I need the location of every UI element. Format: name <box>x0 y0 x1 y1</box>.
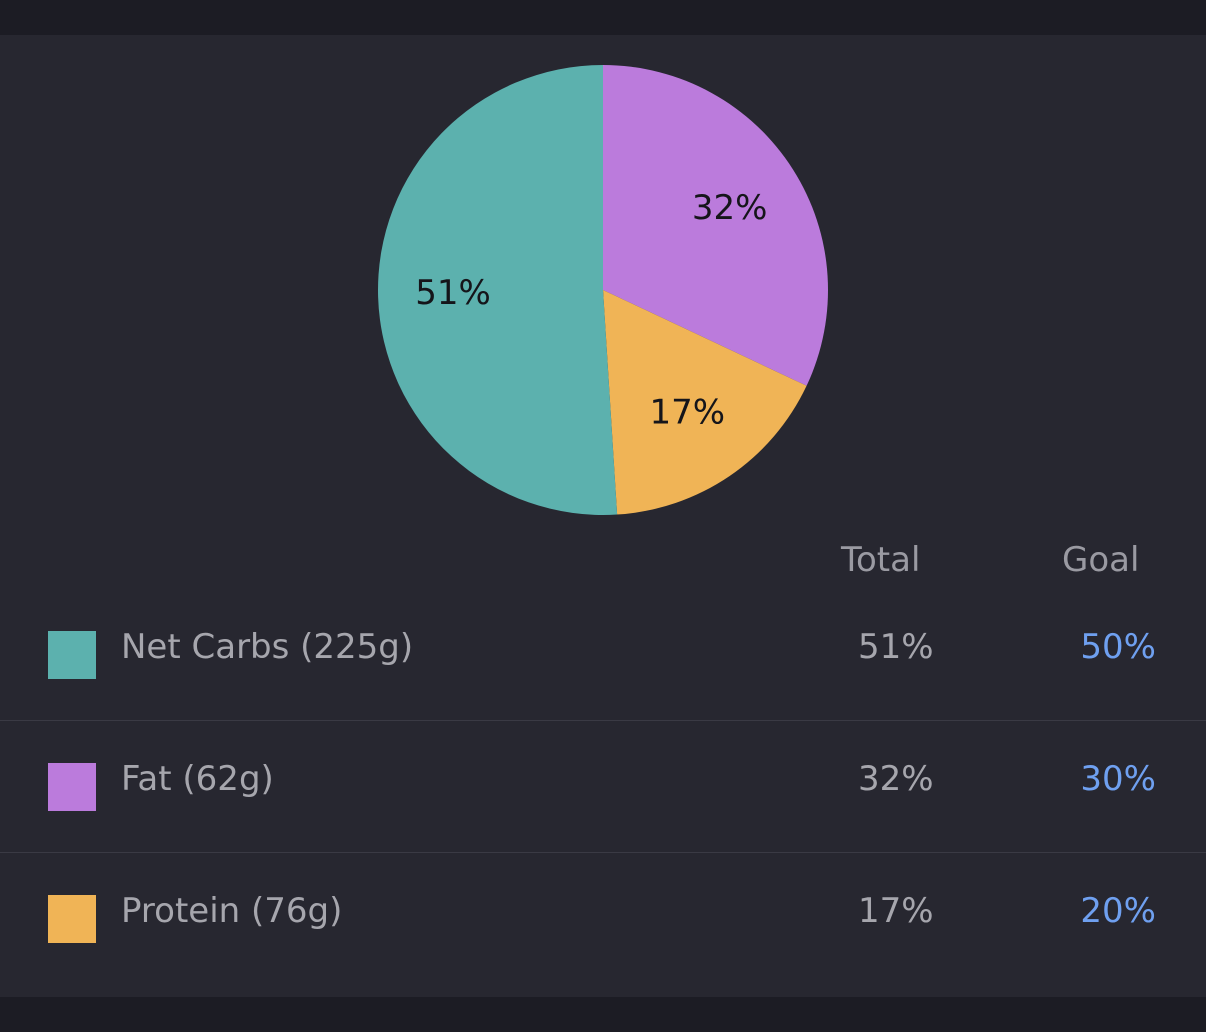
fat-total: 32% <box>858 759 934 799</box>
fat-color-swatch <box>48 763 96 811</box>
table-row-fat[interactable]: Fat (62g) 32% 30% <box>0 721 1206 853</box>
bottom-strip <box>0 997 1206 1032</box>
top-strip <box>0 0 1206 35</box>
fat-goal[interactable]: 30% <box>1080 759 1156 799</box>
row-divider <box>0 852 1206 853</box>
table-row-protein[interactable]: Protein (76g) 17% 20% <box>0 853 1206 985</box>
pie-slice-net-carbs[interactable] <box>378 65 618 515</box>
column-header-goal: Goal <box>1062 540 1140 580</box>
protein-total: 17% <box>858 891 934 931</box>
fat-label: Fat (62g) <box>121 759 274 799</box>
net-carbs-color-swatch <box>48 631 96 679</box>
net-carbs-goal[interactable]: 50% <box>1080 627 1156 667</box>
pie-label-net-carbs: 51% <box>415 273 491 313</box>
net-carbs-total: 51% <box>858 627 934 667</box>
net-carbs-label: Net Carbs (225g) <box>121 627 414 667</box>
protein-goal[interactable]: 20% <box>1080 891 1156 931</box>
protein-color-swatch <box>48 895 96 943</box>
column-header-total: Total <box>841 540 921 580</box>
protein-label: Protein (76g) <box>121 891 343 931</box>
pie-label-protein: 17% <box>650 393 726 433</box>
table-row-net-carbs[interactable]: Net Carbs (225g) 51% 50% <box>0 589 1206 721</box>
pie-slice-fat[interactable] <box>603 65 828 386</box>
pie-slice-protein[interactable] <box>603 290 807 515</box>
macros-pie-chart: 32% 17% 51% <box>378 65 828 515</box>
row-divider <box>0 720 1206 721</box>
pie-label-fat: 32% <box>692 188 768 228</box>
